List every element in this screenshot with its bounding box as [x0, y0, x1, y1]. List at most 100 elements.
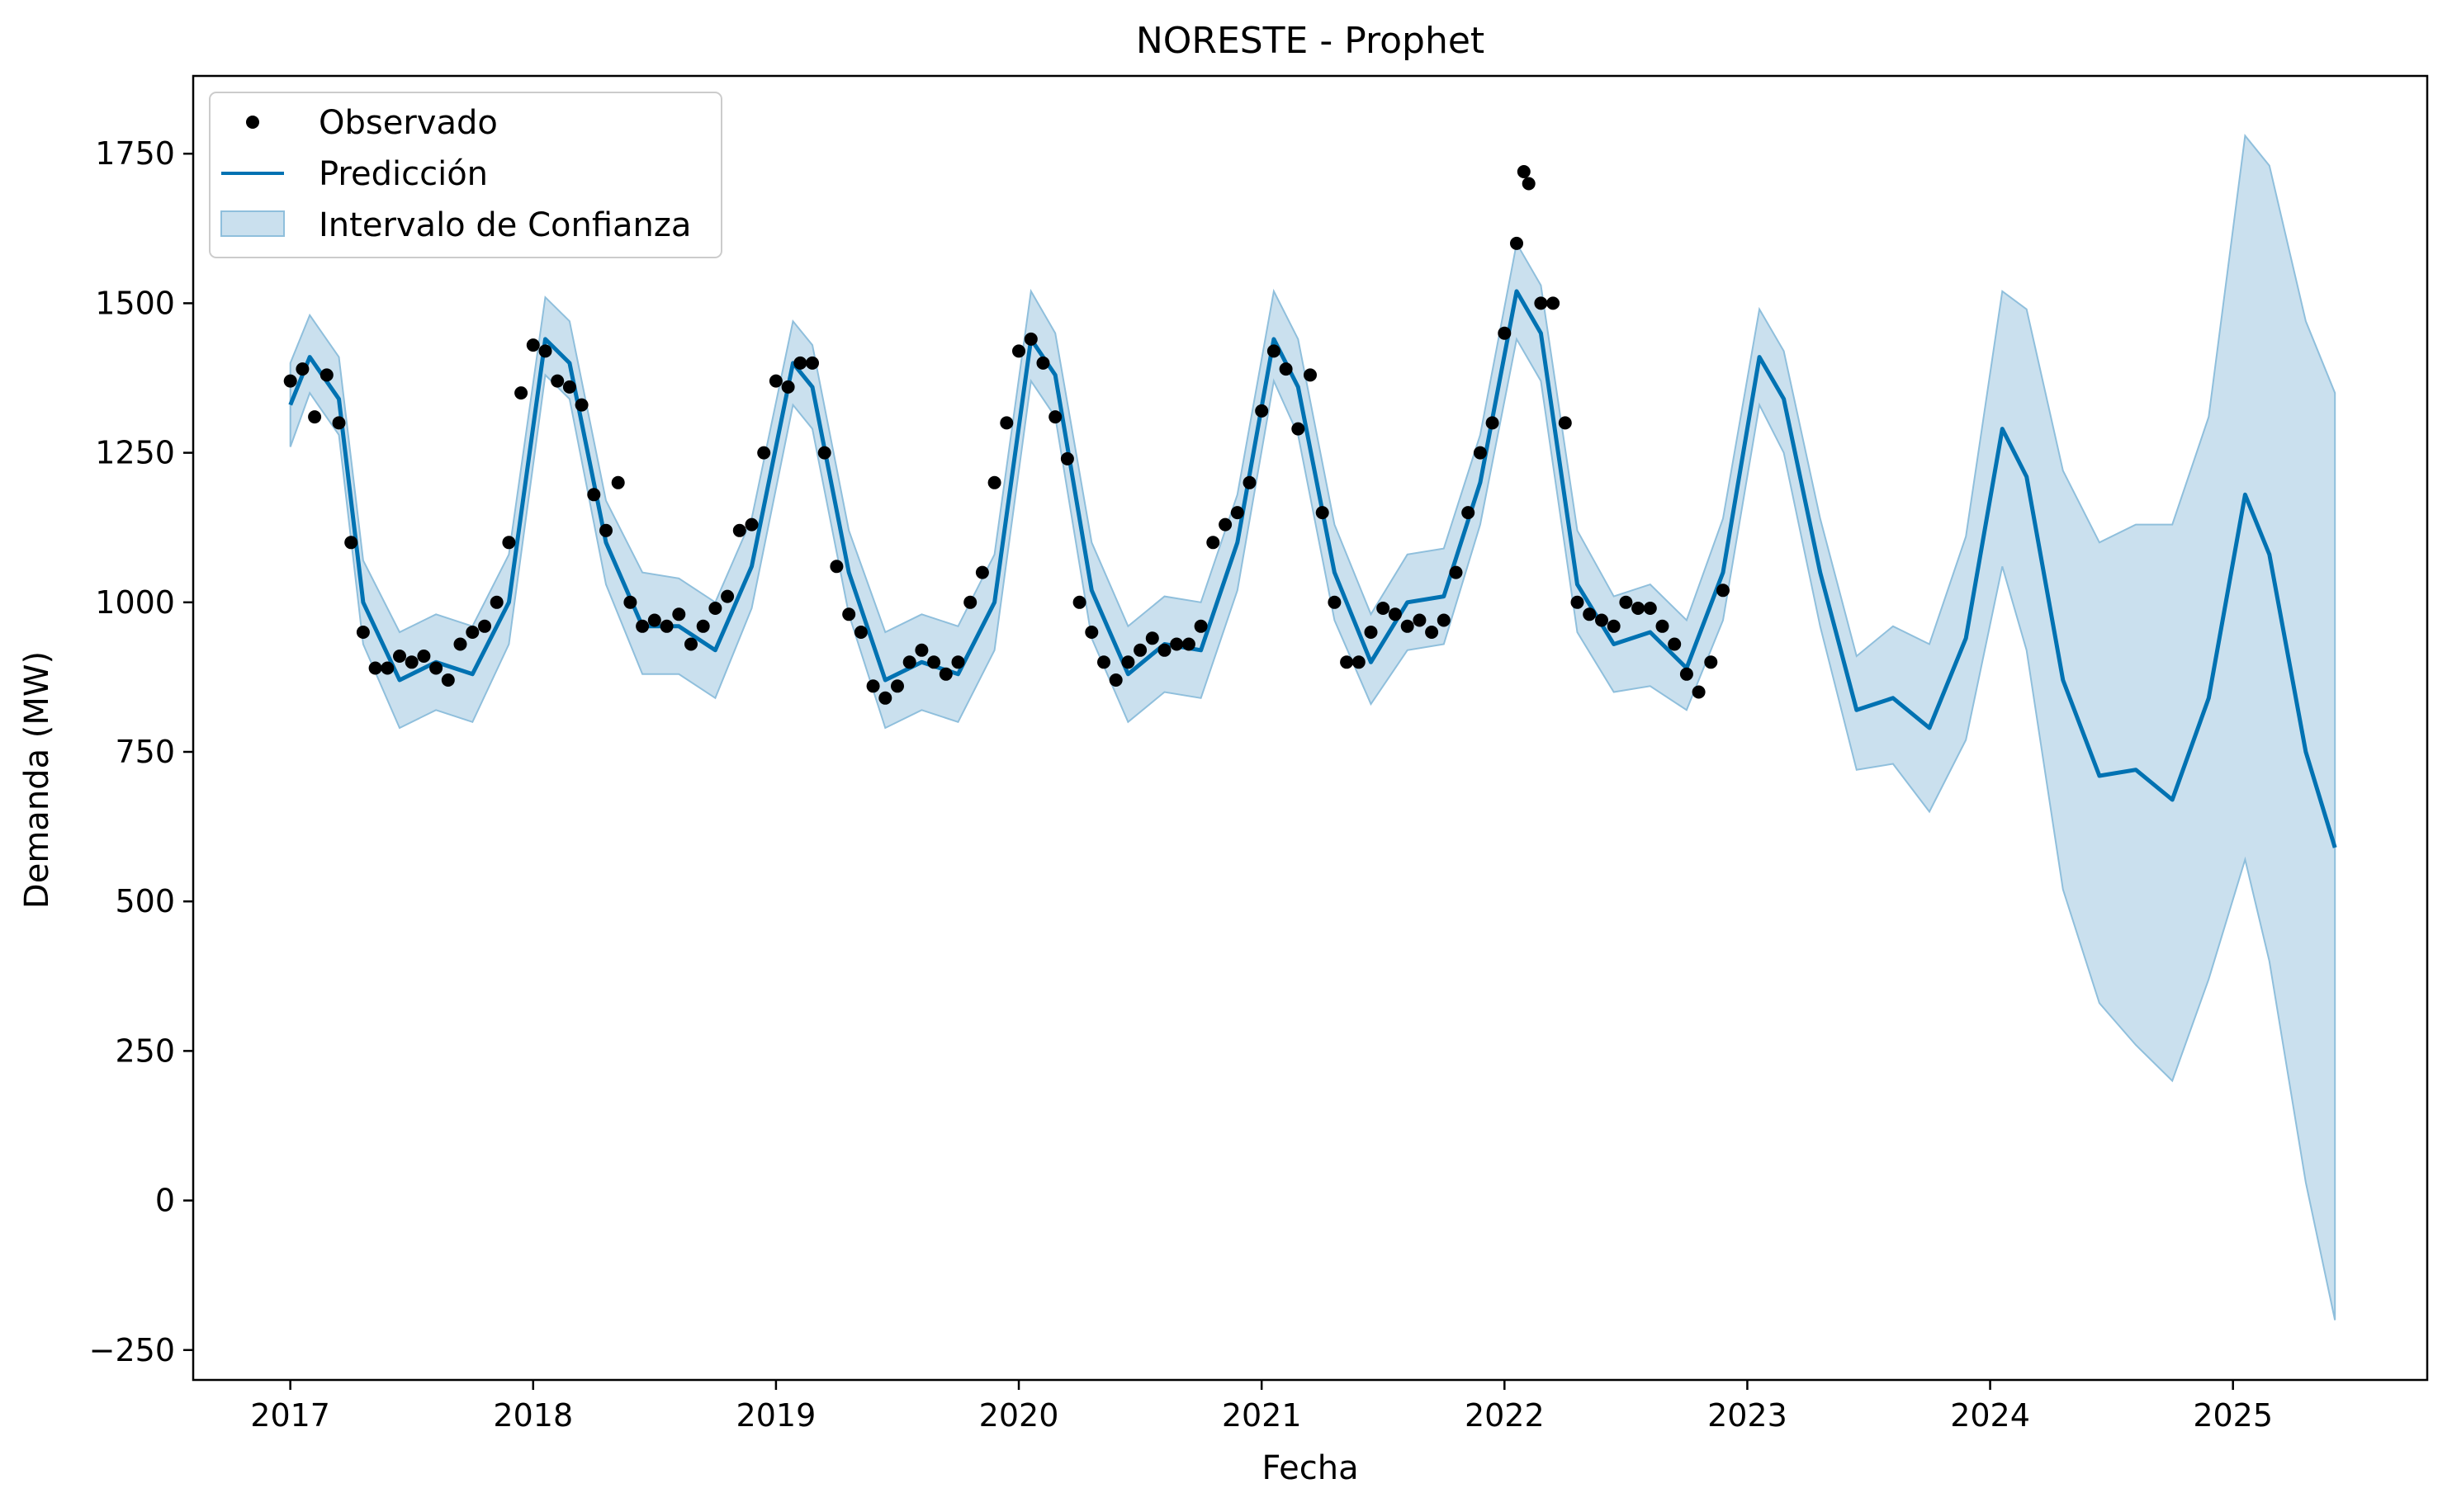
observed-point	[817, 446, 831, 460]
observed-point	[1170, 637, 1184, 651]
observed-point	[636, 619, 650, 633]
observed-point	[1255, 404, 1269, 418]
observed-point	[283, 374, 297, 388]
observed-point	[1145, 631, 1159, 645]
observed-point	[696, 619, 710, 633]
legend-box	[209, 92, 722, 258]
observed-point	[1413, 613, 1427, 627]
observed-point	[1024, 332, 1038, 346]
observed-point	[781, 380, 795, 394]
observed-point	[599, 523, 613, 537]
observed-point	[866, 679, 880, 693]
observed-point	[623, 595, 637, 609]
observed-point	[1546, 296, 1560, 310]
observed-point	[587, 488, 601, 502]
observed-point	[1498, 326, 1512, 340]
observed-point	[466, 626, 480, 639]
observed-point	[660, 619, 674, 633]
observed-point	[551, 374, 565, 388]
observed-point	[562, 380, 576, 394]
observed-point	[793, 356, 807, 370]
observed-point	[1517, 165, 1531, 178]
observed-point	[842, 607, 856, 621]
observed-point	[1230, 506, 1244, 520]
observed-point	[1243, 475, 1257, 489]
x-tick-label: 2020	[979, 1397, 1059, 1434]
observed-point	[1583, 607, 1597, 621]
observed-point	[332, 416, 346, 430]
observed-point	[647, 613, 661, 627]
observed-point	[1109, 673, 1123, 687]
x-tick-label: 2017	[250, 1397, 330, 1434]
observed-point	[441, 673, 455, 687]
observed-point	[514, 386, 528, 400]
observed-point	[1048, 410, 1063, 424]
legend: Observado Predicción Intervalo de Confia…	[209, 92, 722, 258]
observed-point	[915, 643, 929, 657]
observed-point	[308, 410, 322, 424]
y-tick-label: 0	[155, 1183, 175, 1219]
observed-point	[1534, 296, 1548, 310]
observed-point	[320, 368, 334, 382]
x-tick-label: 2023	[1707, 1397, 1787, 1434]
observed-point	[417, 650, 431, 663]
observed-point	[1704, 655, 1718, 669]
observed-point	[830, 560, 844, 574]
observed-point	[1266, 344, 1280, 358]
observed-point	[1510, 236, 1523, 250]
observed-point	[1012, 344, 1025, 358]
observed-point	[1619, 595, 1633, 609]
observed-point	[356, 626, 370, 639]
x-tick-label: 2019	[736, 1397, 817, 1434]
observed-point	[1437, 613, 1451, 627]
observed-point	[611, 475, 625, 489]
observed-point	[1679, 667, 1693, 681]
observed-point	[769, 374, 783, 388]
observed-point	[745, 517, 759, 532]
observed-point	[368, 661, 382, 675]
observed-point	[1716, 584, 1730, 598]
observed-point	[963, 595, 977, 609]
observed-point	[393, 650, 406, 663]
y-tick-label: 1250	[95, 435, 175, 471]
observed-point	[891, 679, 904, 693]
observed-point	[1206, 536, 1220, 550]
observed-point	[1000, 416, 1014, 430]
observed-point	[1279, 362, 1293, 376]
plot-frame	[192, 74, 2429, 1382]
observed-point	[1315, 506, 1329, 520]
observed-point	[708, 602, 722, 615]
observed-point	[502, 536, 516, 550]
observed-point	[1351, 655, 1366, 669]
observed-point	[927, 655, 941, 669]
chart-title: NORESTE - Prophet	[1136, 20, 1484, 62]
observed-point	[1085, 626, 1099, 639]
observed-point	[672, 607, 686, 621]
observed-point	[684, 637, 698, 651]
observed-point	[1291, 422, 1305, 436]
observed-point	[1449, 565, 1463, 579]
observed-point	[1072, 595, 1086, 609]
y-tick-label: 1000	[95, 584, 175, 621]
x-tick-label: 2024	[1950, 1397, 2030, 1434]
y-tick-label: 1500	[95, 285, 175, 321]
observed-point	[575, 398, 589, 412]
observed-point	[939, 667, 953, 681]
legend-observed-label: Observado	[319, 104, 498, 142]
observed-point	[453, 637, 467, 651]
prediction-line	[288, 289, 2337, 848]
observed-point	[1692, 685, 1706, 699]
observed-point	[478, 619, 491, 633]
observed-point	[1097, 655, 1110, 669]
observed-point	[806, 356, 819, 370]
legend-interval-swatch	[220, 210, 285, 237]
observed-point	[1607, 619, 1621, 633]
observed-point	[526, 338, 540, 352]
axes-layer: 2017 2018 2019 2020 2021 2022 2023 2024 2025 −250…	[89, 74, 2429, 1434]
observed-point	[1194, 619, 1208, 633]
x-tick-label: 2025	[2193, 1397, 2273, 1434]
observed-point	[1461, 506, 1475, 520]
observed-point	[1121, 655, 1135, 669]
observed-point	[381, 661, 395, 675]
